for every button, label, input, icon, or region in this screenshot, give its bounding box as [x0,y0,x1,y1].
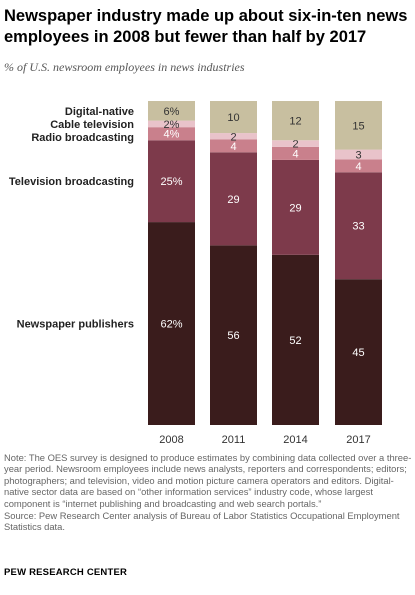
chart-note: Note: The OES survey is designed to prod… [4,452,412,509]
data-label-digital-native-2017: 15 [352,120,364,132]
chart-source: Source: Pew Research Center analysis of … [4,510,400,533]
data-label-digital-native-2014: 12 [289,116,301,128]
data-label-television-broadcasting-2008: 25% [160,176,182,188]
data-label-newspaper-publishers-2011: 56 [227,330,239,342]
bar-segment-cable-television-2011 [210,133,257,140]
legend-label-newspaper-publishers: Newspaper publishers [17,319,134,331]
bar-segment-radio-broadcasting-2008 [148,127,195,141]
stacked-bar-chart: 62%25%4%2%6%2008562942102011522942122014… [9,101,382,446]
x-tick-label-2017: 2017 [346,434,370,446]
data-label-digital-native-2008: 6% [164,106,180,118]
bar-segment-digital-native-2017 [335,101,382,150]
x-tick-label-2014: 2014 [283,434,307,446]
chart-title: Newspaper industry made up about six-in-… [4,7,408,46]
legend-label-television-broadcasting: Television broadcasting [9,176,134,188]
data-label-cable-television-2014: 2 [292,139,298,151]
chart-subtitle: % of U.S. newsroom employees in news ind… [4,60,245,74]
bar-segment-newspaper-publishers-2008 [148,222,195,425]
bar-segment-cable-television-2008 [148,120,195,128]
legend-label-digital-native: Digital-native [65,106,134,118]
data-label-radio-broadcasting-2011: 4 [230,141,236,153]
data-label-newspaper-publishers-2014: 52 [289,335,301,347]
bar-segment-radio-broadcasting-2014 [272,146,319,160]
legend-label-radio-broadcasting: Radio broadcasting [31,132,134,144]
brand-footer: PEW RESEARCH CENTER [4,567,128,578]
data-label-cable-television-2011: 2 [230,131,236,143]
legend-label-cable-television: Cable television [50,119,134,131]
data-label-television-broadcasting-2017: 33 [352,221,364,233]
bar-segment-radio-broadcasting-2011 [210,139,257,153]
data-label-newspaper-publishers-2017: 45 [352,347,364,359]
data-label-digital-native-2011: 10 [227,112,239,124]
data-label-radio-broadcasting-2017: 4 [355,161,361,173]
bar-segment-digital-native-2008 [148,101,195,121]
bar-segment-television-broadcasting-2008 [148,140,195,223]
data-label-newspaper-publishers-2008: 62% [160,319,182,331]
data-label-radio-broadcasting-2008: 4% [164,129,180,141]
bar-segment-cable-television-2017 [335,149,382,160]
bar-segment-newspaper-publishers-2014 [272,254,319,425]
data-label-television-broadcasting-2014: 29 [289,202,301,214]
bar-segment-digital-native-2011 [210,101,257,134]
data-label-radio-broadcasting-2014: 4 [292,148,298,160]
x-tick-label-2011: 2011 [222,434,246,446]
bar-segment-television-broadcasting-2017 [335,172,382,280]
bar-segment-television-broadcasting-2014 [272,159,319,255]
bar-segment-radio-broadcasting-2017 [335,159,382,173]
bar-segment-digital-native-2014 [272,101,319,141]
bar-segment-newspaper-publishers-2017 [335,279,382,425]
bar-segment-television-broadcasting-2011 [210,152,257,246]
x-tick-label-2008: 2008 [159,434,183,446]
data-label-television-broadcasting-2011: 29 [227,194,239,206]
bar-segment-newspaper-publishers-2011 [210,245,257,425]
data-label-cable-television-2017: 3 [355,149,361,161]
data-label-cable-television-2008: 2% [164,119,180,131]
bar-segment-cable-television-2014 [272,140,319,147]
